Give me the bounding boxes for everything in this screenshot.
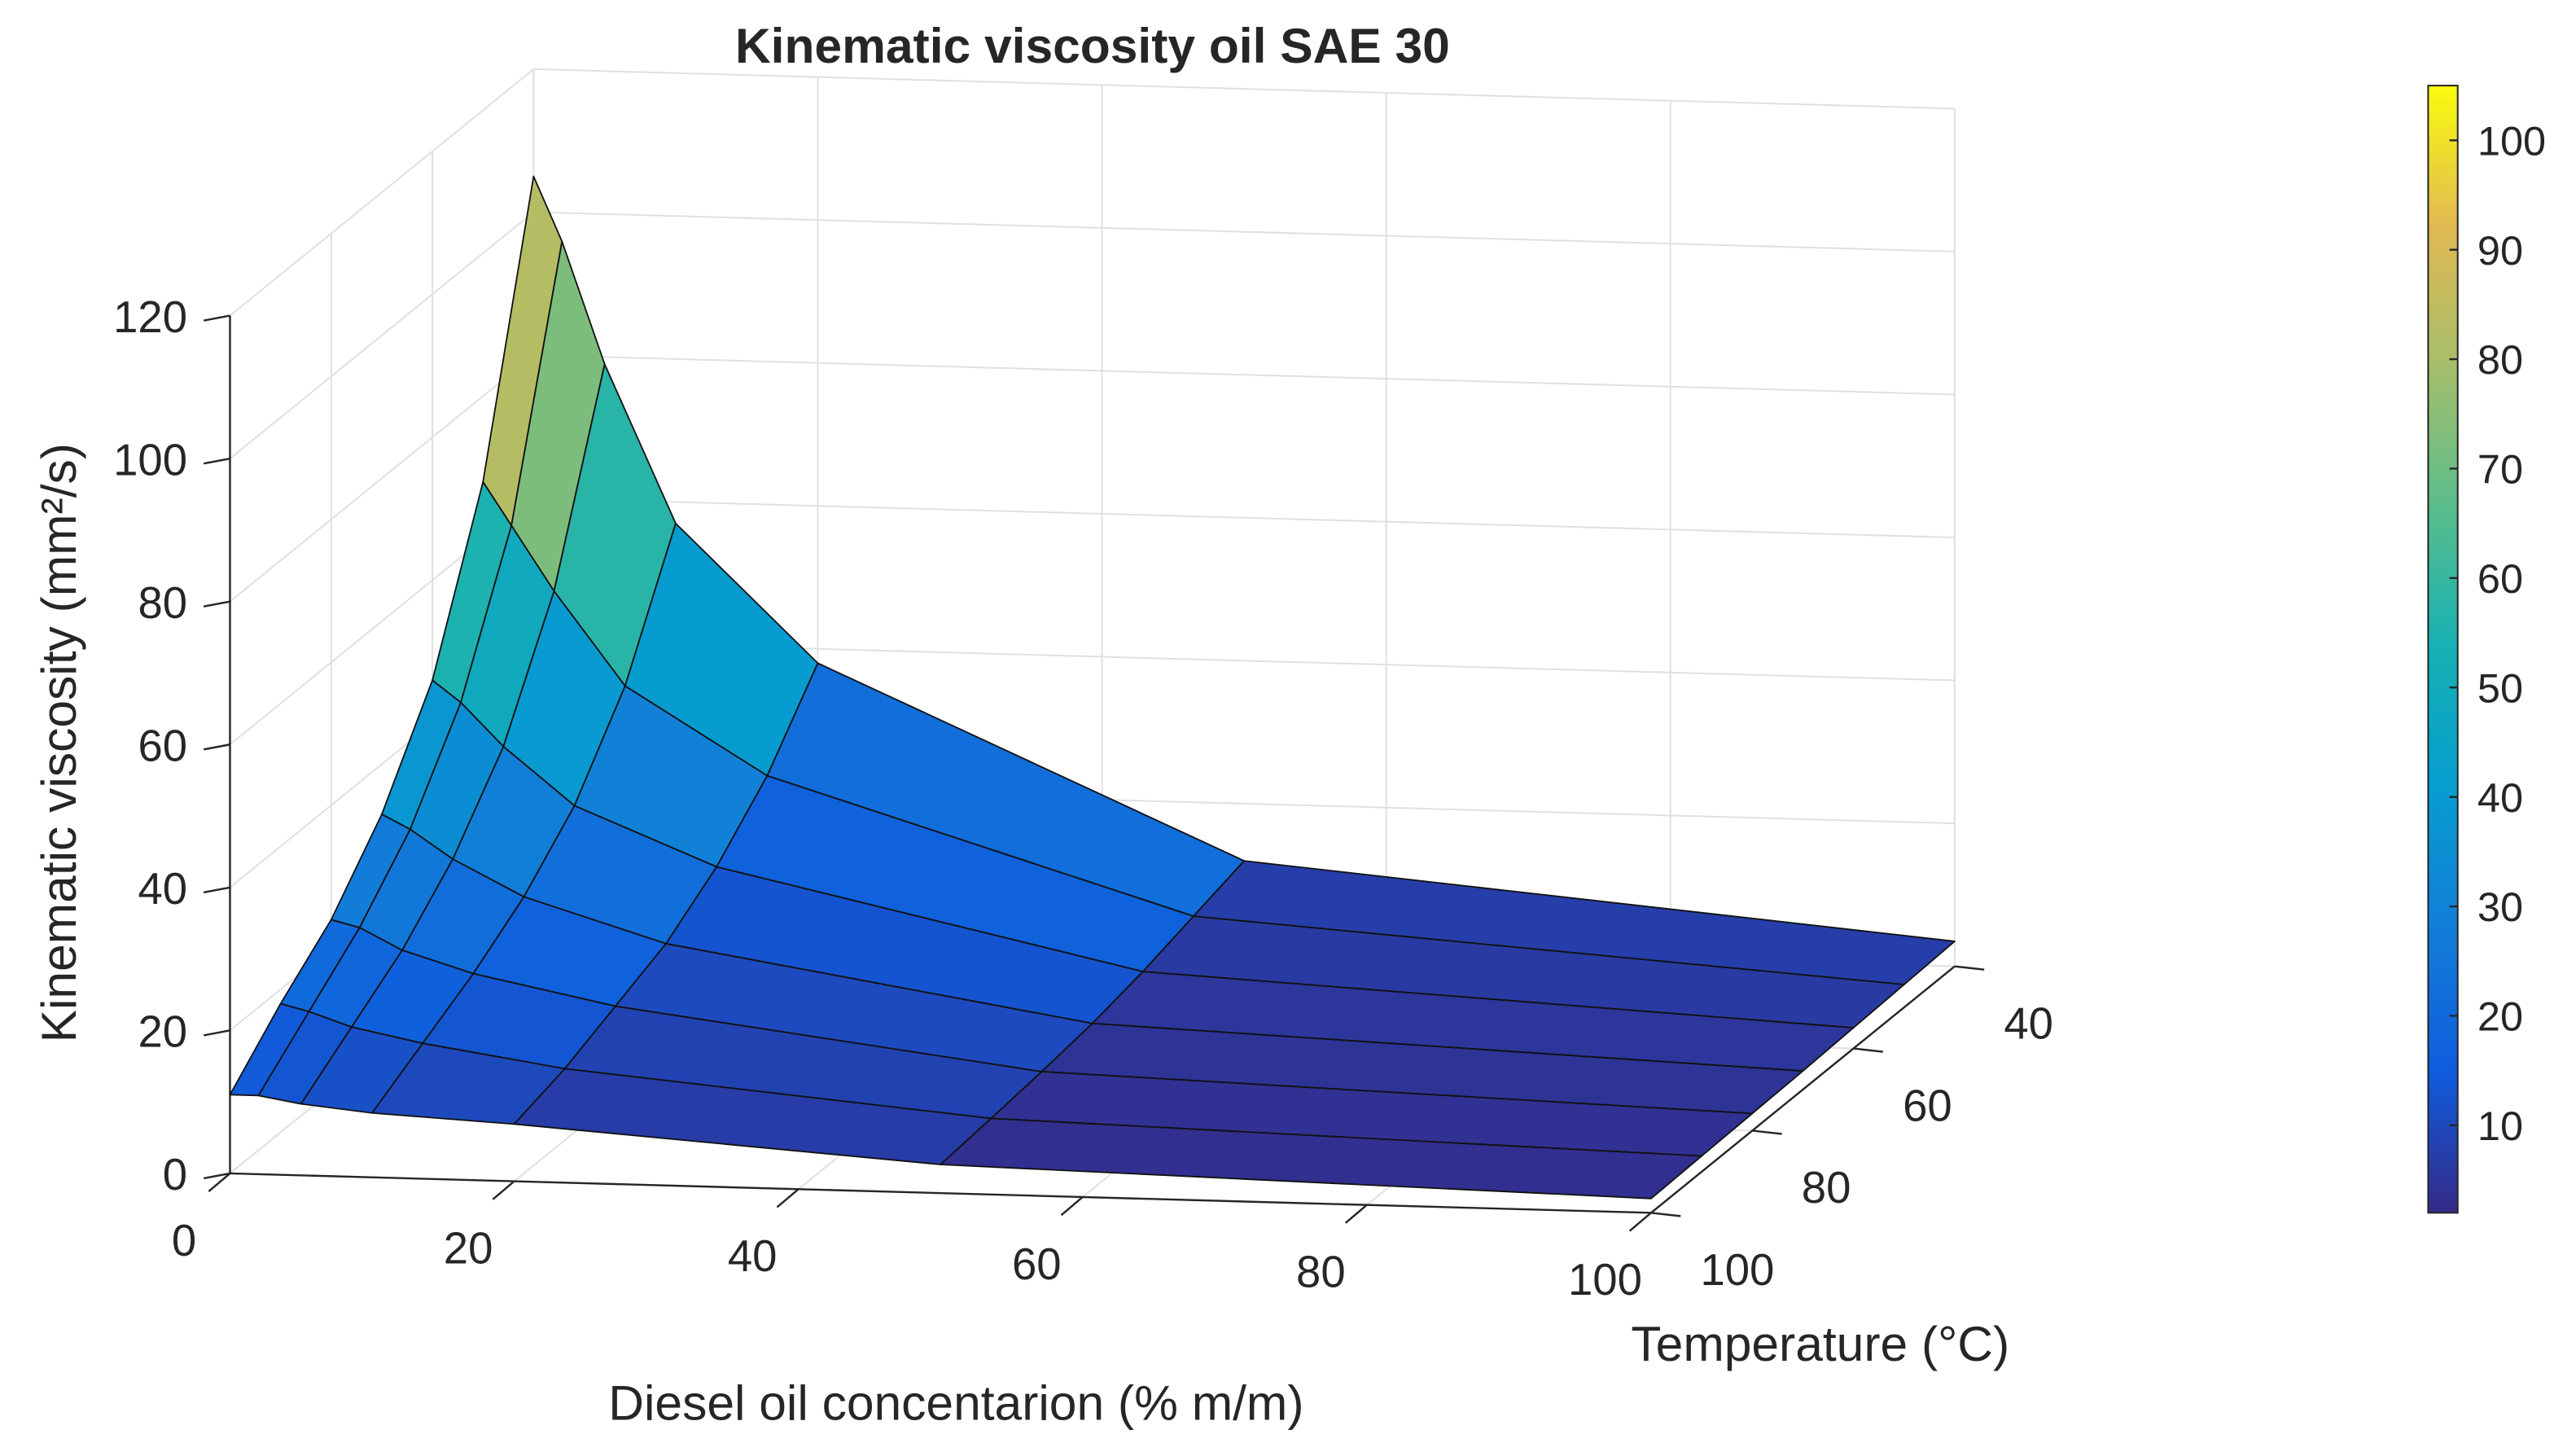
z-tick	[203, 600, 230, 607]
z-tick	[203, 314, 230, 322]
z-tick-label: 120	[113, 292, 187, 342]
x-tick	[1628, 1212, 1652, 1232]
axis-line	[1650, 965, 1956, 1214]
x-tick	[208, 1172, 231, 1193]
y-tick-label: 100	[1700, 1245, 1774, 1295]
surface-face	[940, 1117, 1703, 1200]
y-tick	[1650, 1212, 1681, 1217]
z-tick	[203, 1029, 230, 1037]
colorbar-tick-label: 50	[2477, 664, 2523, 711]
x-tick-label: 80	[1296, 1248, 1346, 1297]
z-tick-label: 100	[113, 435, 187, 485]
x-tick-label: 0	[172, 1216, 196, 1265]
x-tick	[1344, 1204, 1368, 1224]
z-tick	[203, 457, 230, 465]
x-tick-label: 100	[1568, 1255, 1642, 1305]
chart-title: Kinematic viscosity oil SAE 30	[735, 18, 1450, 73]
y-tick	[1954, 965, 1985, 971]
z-tick	[203, 886, 230, 894]
colorbar-tick-label: 60	[2477, 555, 2523, 602]
z-tick-label: 80	[138, 578, 187, 628]
x-tick	[776, 1188, 800, 1208]
colorbar-tick-label: 100	[2477, 117, 2546, 164]
y-axis-label: Temperature (°C)	[1631, 1316, 2009, 1371]
colorbar-tick-label: 40	[2477, 774, 2523, 821]
z-tick	[203, 743, 230, 751]
colorbar-tick-label: 70	[2477, 446, 2523, 493]
z-tick-label: 60	[138, 721, 187, 770]
x-tick-label: 20	[444, 1223, 493, 1273]
colorbar-tick-label: 10	[2477, 1103, 2523, 1149]
grid-line	[229, 211, 1955, 459]
colorbar-tick-label: 20	[2477, 993, 2523, 1040]
x-tick	[492, 1180, 515, 1200]
z-tick-label: 20	[138, 1007, 187, 1057]
colorbar	[2427, 85, 2459, 1214]
colorbar-tick-label: 90	[2477, 227, 2523, 274]
z-axis-label: Kinematic viscosity (mm²/s)	[31, 443, 86, 1042]
grid-line	[229, 68, 1955, 317]
y-tick-label: 80	[1802, 1163, 1851, 1213]
y-tick-label: 40	[2004, 998, 2053, 1048]
x-axis-label: Diesel oil concentarion (% m/m)	[608, 1375, 1303, 1431]
y-tick	[1752, 1129, 1782, 1135]
colorbar-tick-label: 30	[2477, 884, 2523, 930]
y-tick-label: 60	[1903, 1081, 1952, 1130]
z-tick	[203, 1172, 230, 1180]
x-tick-label: 60	[1012, 1239, 1062, 1289]
y-tick	[1853, 1047, 1884, 1053]
z-tick-label: 40	[138, 864, 187, 914]
x-tick-label: 40	[728, 1231, 778, 1281]
x-tick	[1060, 1196, 1084, 1217]
axis-line	[230, 1172, 1651, 1214]
z-tick-label: 0	[163, 1150, 187, 1200]
colorbar-tick-label: 80	[2477, 336, 2523, 383]
